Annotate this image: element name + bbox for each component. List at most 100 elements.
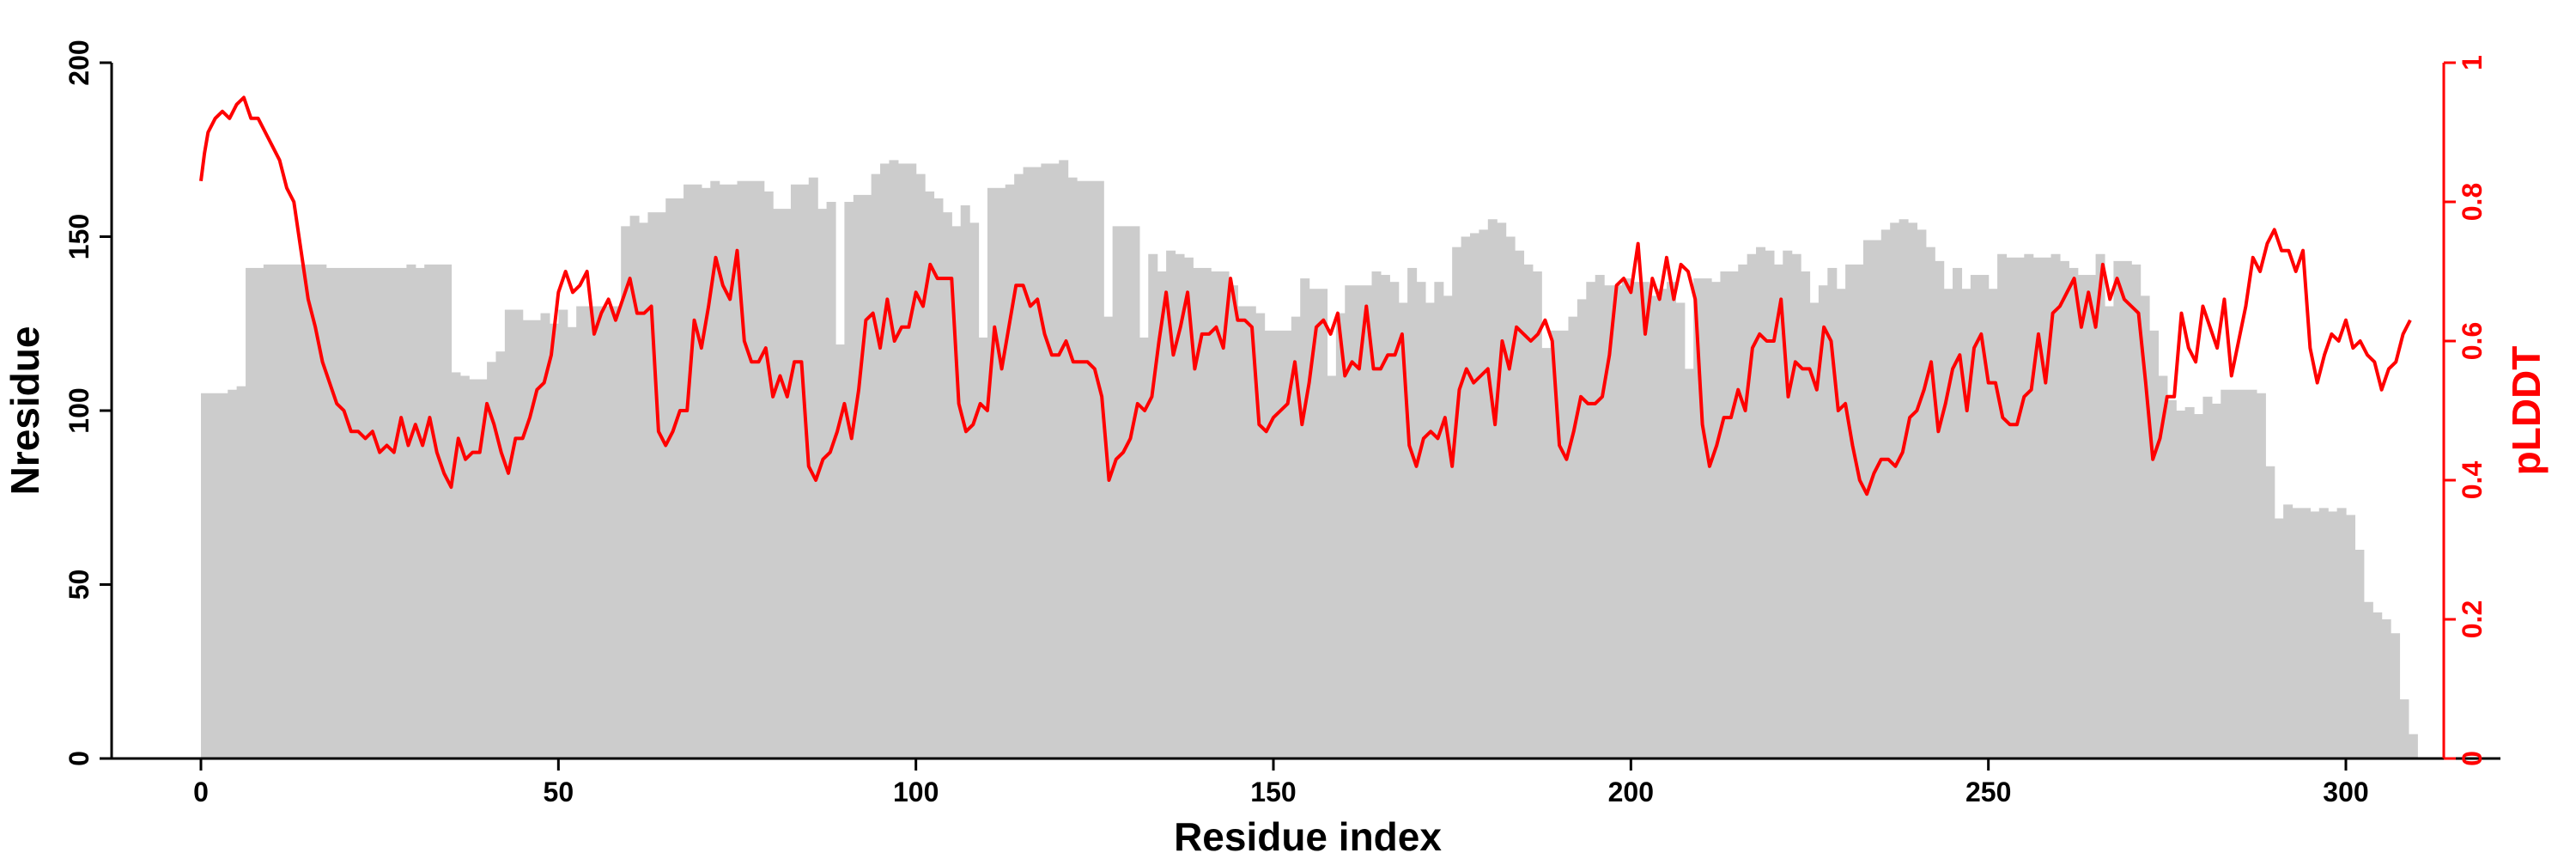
bar-segment xyxy=(1550,330,1570,758)
bar-segment xyxy=(1818,285,1828,758)
bar-segment xyxy=(1684,369,1694,758)
bar-segment xyxy=(1890,222,1900,758)
bar-segment xyxy=(1801,271,1811,758)
bar-segment xyxy=(325,267,407,758)
bar-segment xyxy=(2372,612,2383,758)
bar-segment xyxy=(201,393,228,758)
bar-segment xyxy=(1621,278,1631,759)
bar-segment xyxy=(487,362,497,758)
bar-segment xyxy=(710,180,720,758)
bar-segment xyxy=(897,163,917,758)
bar-segment xyxy=(1300,278,1310,759)
bar-segment xyxy=(817,209,828,759)
bar-segment xyxy=(1675,302,1686,758)
bar-segment xyxy=(2176,411,2186,758)
bar-segment xyxy=(2059,260,2069,759)
bar-segment xyxy=(737,180,765,758)
bar-segment xyxy=(451,372,461,758)
bar-segment xyxy=(1845,264,1864,758)
bar-segment xyxy=(1765,250,1775,758)
bar-segment xyxy=(228,389,238,758)
bar-segment xyxy=(1479,229,1489,758)
bar-segment xyxy=(1371,271,1382,758)
bar-segment xyxy=(2336,508,2347,758)
bar-segment xyxy=(2408,734,2418,758)
bar-segment xyxy=(844,202,854,758)
x-axis-ticks: 0 50 100 150 200 250 300 xyxy=(193,758,2369,807)
bar-segment xyxy=(1541,348,1552,758)
bar-segment xyxy=(2363,601,2373,758)
bar-segment xyxy=(835,344,845,758)
bar-segment xyxy=(1907,222,1917,758)
bar-segment xyxy=(1183,257,1194,758)
bar-segment xyxy=(880,163,890,758)
bar-segment xyxy=(1023,167,1042,758)
y2-tick-label: 0.2 xyxy=(2457,600,2488,638)
plddt-line xyxy=(199,95,2412,497)
bar-segment xyxy=(826,202,836,758)
bar-segment xyxy=(1880,229,1891,758)
bar-segment xyxy=(1943,289,1953,758)
bar-segment xyxy=(495,351,506,758)
bar-segment xyxy=(1809,302,1820,758)
bar-segment xyxy=(1595,275,1605,758)
x-tick-label: 300 xyxy=(2323,777,2368,807)
bar-segment xyxy=(1988,289,1998,758)
bar-segment xyxy=(2274,518,2284,758)
bar-segment xyxy=(1862,240,1882,758)
bar-segment xyxy=(969,222,980,758)
bar-segment xyxy=(960,205,970,759)
bar-segment xyxy=(1693,278,1712,759)
bar-segment xyxy=(1747,253,1757,758)
bar-segment xyxy=(1953,267,1963,758)
x-tick-label: 200 xyxy=(1608,777,1654,807)
bar-segment xyxy=(871,174,881,759)
bar-segment xyxy=(2328,511,2338,758)
bar-segment xyxy=(236,386,246,758)
bar-segment xyxy=(1925,247,1935,758)
bar-segment xyxy=(2399,699,2409,758)
bar-segment xyxy=(2131,264,2142,758)
bar-segment xyxy=(558,309,568,758)
bar-segment xyxy=(951,226,962,759)
bar-segment xyxy=(1836,289,1846,758)
bar-segment xyxy=(790,184,810,758)
bar-segment xyxy=(1157,271,1167,758)
bar-segment xyxy=(1005,184,1015,758)
bar-segment xyxy=(576,306,622,758)
bar-segment xyxy=(2381,619,2391,758)
bar-segment xyxy=(2006,257,2025,758)
bar-segment xyxy=(1720,271,1739,758)
bar-segment xyxy=(1577,299,1587,758)
bar-segment xyxy=(701,187,711,759)
bar-segment xyxy=(1604,285,1623,758)
bar-segment xyxy=(1077,180,1104,758)
y2-axis-title: pLDDT xyxy=(2504,346,2549,476)
y2-tick-label: 0 xyxy=(2457,751,2488,766)
x-axis-title: Residue index xyxy=(1174,814,1442,859)
bar-segment xyxy=(1917,229,1927,758)
y-tick-label: 200 xyxy=(64,40,94,85)
bar-segment xyxy=(683,184,702,758)
bar-segment xyxy=(2202,396,2213,758)
bar-segment xyxy=(1139,337,1149,758)
bar-segment xyxy=(629,216,640,758)
bar-segment xyxy=(1166,250,1176,758)
bar-segment xyxy=(1389,282,1400,758)
bar-segment xyxy=(1014,174,1024,759)
bar-segment xyxy=(1515,250,1525,758)
bar-segment xyxy=(1961,289,1971,758)
nresidue-bars xyxy=(201,160,2418,759)
bar-segment xyxy=(1783,250,1793,758)
y2-tick-label: 1 xyxy=(2457,55,2488,70)
bar-segment xyxy=(2158,375,2168,758)
bar-segment xyxy=(1532,271,1542,758)
bar-segment xyxy=(522,320,542,758)
bar-segment xyxy=(1666,282,1676,758)
bar-segment xyxy=(889,160,899,758)
bar-segment xyxy=(1738,264,1748,758)
bar-segment xyxy=(621,226,631,759)
bar-segment xyxy=(1103,316,1114,758)
y-axis-ticks: 0 50 100 150 200 xyxy=(64,40,112,766)
